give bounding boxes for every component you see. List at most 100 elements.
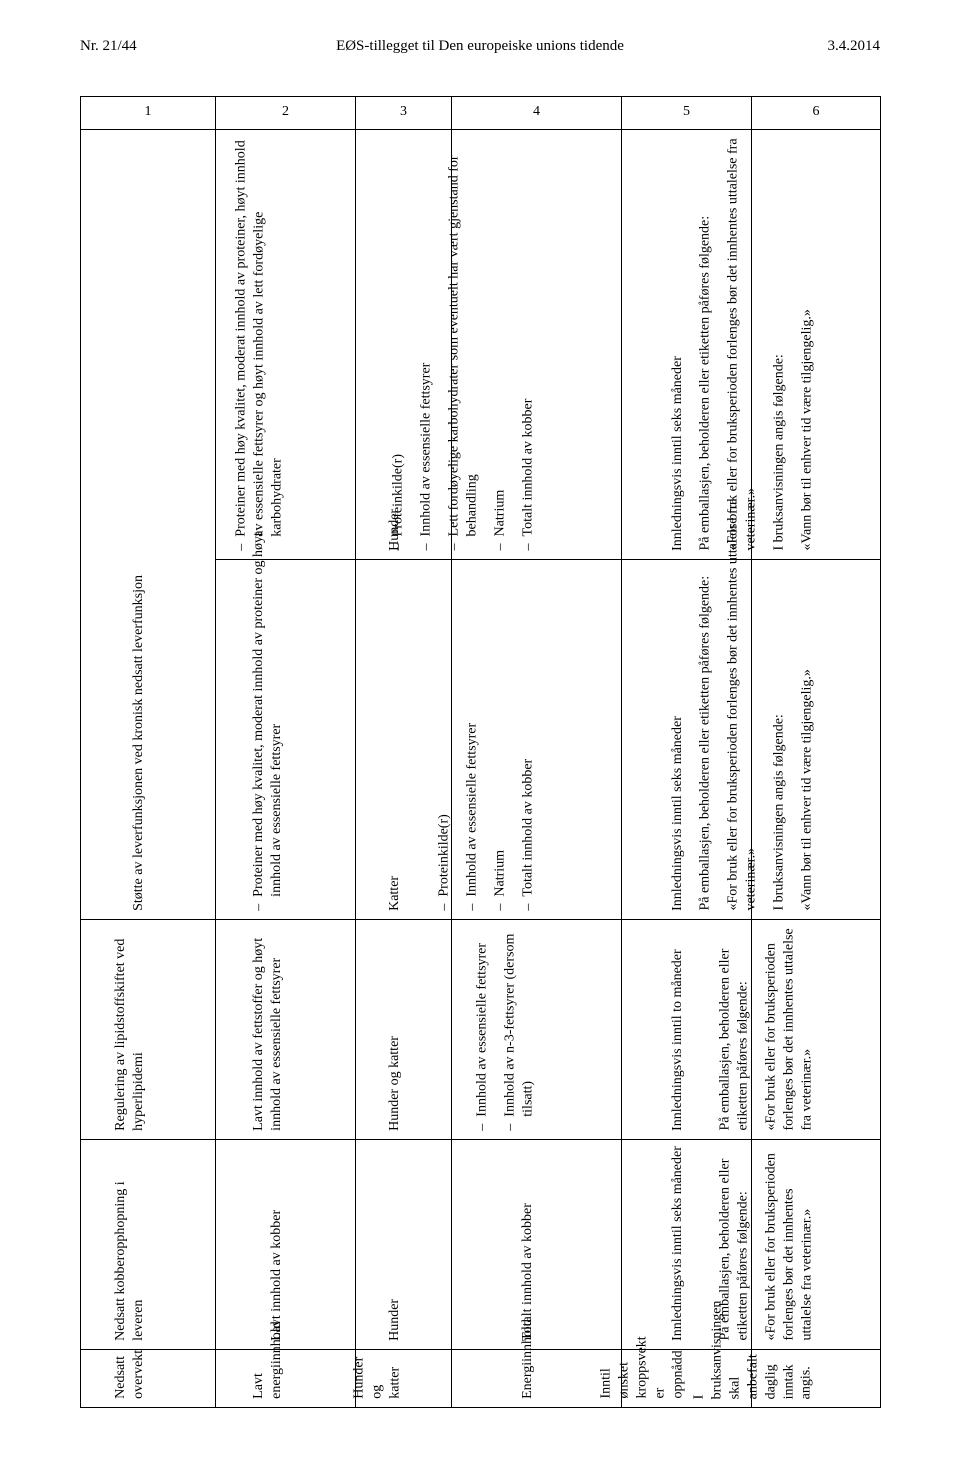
li-text: Lett fordøyelige karbohydrater som event… (446, 156, 479, 537)
li-text: Natrium (492, 850, 507, 897)
c6-para: «For bruk eller for bruksperioden forlen… (724, 493, 760, 911)
dash-icon: – (473, 1124, 491, 1131)
cell-c6: På emballasjen, beholderen eller etikett… (752, 1139, 881, 1349)
cell-c3: Hunder og katter (356, 919, 452, 1139)
c2-text: Lavt innhold av fettstoffer og høyt innh… (250, 923, 286, 1131)
c2-text: Lavt innhold av kobber (268, 1143, 286, 1341)
cell-c4: Energiinnhold (452, 1349, 622, 1407)
c5-text: Innledningsvis inntil seks måneder (669, 493, 687, 911)
page-header: Nr. 21/44 EØS-tillegget til Den europeis… (0, 38, 960, 62)
list-item: –Proteiner med høy kvalitet, moderat inn… (232, 133, 286, 551)
table-row: Regulering av lipidstoffskiftet ved hype… (81, 919, 881, 1139)
c5-text: Inntil ønsket kroppsvekt er oppnådd (597, 1353, 687, 1399)
c1-text: Nedsatt kobberopphopning i leveren (112, 1143, 148, 1341)
list-item: –Lett fordøyelige karbohydrater som even… (445, 133, 481, 551)
cell-c1: Støtte av leverfunksjonen ved kronisk ne… (81, 129, 216, 919)
c3-text: Hunder og katter (386, 923, 404, 1131)
table-header-row: 1 2 3 4 5 6 (81, 97, 881, 130)
dash-icon: – (491, 904, 509, 911)
cell-c1: Regulering av lipidstoffskiftet ved hype… (81, 919, 216, 1139)
dash-icon: – (232, 544, 250, 551)
c2-list: –Proteiner med høy kvalitet, moderat inn… (232, 133, 286, 551)
dash-icon: – (463, 904, 481, 911)
c3-text: Katter (386, 493, 404, 911)
c6-para: «For bruk eller for bruksperioden forlen… (724, 133, 760, 551)
cell-c2: Lavt innhold av kobber (216, 1139, 356, 1349)
c6-para: «For bruk eller for bruksperioden forlen… (762, 923, 816, 1131)
cell-c4: Totalt innhold av kobber (452, 1139, 622, 1349)
col-header-6: 6 (752, 97, 881, 130)
cell-c4: – Innhold av essensielle fettsyrer – Innho… (452, 919, 622, 1139)
list-item: –Totalt innhold av kobber (519, 133, 537, 551)
dash-icon: – (435, 904, 453, 911)
cell-c4: –Proteinkilde(r) –Innhold av essensielle… (452, 559, 622, 919)
c4-list: – Innhold av essensielle fettsyrer – Innho… (473, 923, 537, 1131)
feed-table: 1 2 3 4 5 6 Støtte av leverfunksjonen ve… (80, 96, 881, 1408)
c6-block: På emballasjen, beholderen eller etikett… (716, 1143, 816, 1341)
cell-c1: Nedsatt overvekt (81, 1349, 216, 1407)
header-right: 3.4.2014 (828, 38, 881, 55)
col-header-4: 4 (452, 97, 622, 130)
li-text: Totalt innhold av kobber (520, 759, 535, 897)
list-item: – Innhold av n-3-fettsyrer (dersom tilsat… (501, 923, 537, 1131)
li-text: Innhold av essensielle fettsyrer (418, 363, 433, 537)
c5-text: Innledningsvis inntil seks måneder (669, 133, 687, 551)
c4-text: Totalt innhold av kobber (519, 1143, 537, 1341)
c6-para: «For bruk eller for bruksperioden forlen… (762, 1143, 816, 1341)
page: Nr. 21/44 EØS-tillegget til Den europeis… (0, 0, 960, 1467)
c6-para: «Vann bør til enhver tid være tilgjengel… (798, 493, 816, 911)
list-item: –Natrium (491, 133, 509, 551)
list-item: – Proteiner med høy kvalitet, moderat inn… (250, 493, 286, 911)
cell-c2: Lavt innhold av fettstoffer og høyt innh… (216, 919, 356, 1139)
dash-icon: – (519, 904, 537, 911)
cell-c3: Hunder og katter (356, 1349, 452, 1407)
list-item: – Totalt innhold av kobber (519, 493, 537, 911)
dash-icon: – (250, 904, 268, 911)
cell-c6: På emballasjen, beholderen eller etikett… (752, 559, 881, 919)
c3-text: Hunder (386, 1143, 404, 1341)
cell-c6: På emballasjen, beholderen eller etikett… (752, 919, 881, 1139)
list-item: – Innhold av essensielle fettsyrer (463, 493, 481, 911)
cell-c1: Nedsatt kobberopphopning i leveren (81, 1139, 216, 1349)
c6-block: I bruksanvisningen skal anbefalt daglig … (691, 1353, 816, 1399)
dash-icon: – (417, 544, 435, 551)
c6-para: På emballasjen, beholderen eller etikett… (696, 493, 714, 911)
c6-block: På emballasjen, beholderen eller etikett… (696, 133, 816, 551)
dash-icon: – (501, 1124, 519, 1131)
li-text: Innhold av n-3-fettsyrer (dersom tilsatt… (502, 934, 535, 1117)
cell-c6: I bruksanvisningen skal anbefalt daglig … (752, 1349, 881, 1407)
c1-text: Støtte av leverfunksjonen ved kronisk ne… (130, 111, 148, 911)
c6-para: På emballasjen, beholderen eller etikett… (716, 923, 752, 1131)
col-header-5: 5 (622, 97, 752, 130)
c4-list: –Proteinkilde(r) –Innhold av essensielle… (389, 133, 536, 551)
li-text: Innhold av essensielle fettsyrer (474, 943, 489, 1117)
table-body: Støtte av leverfunksjonen ved kronisk ne… (81, 129, 881, 1407)
c5-text: Innledningsvis inntil seks måneder (669, 1143, 687, 1341)
c6-para: I bruksanvisningen skal anbefalt daglig … (691, 1353, 816, 1399)
list-item: – Natrium (491, 493, 509, 911)
list-item: – Innhold av essensielle fettsyrer (417, 133, 435, 551)
c1-text: Regulering av lipidstoffskiftet ved hype… (112, 923, 148, 1131)
table-row: Nedsatt kobberopphopning i leveren Lavt … (81, 1139, 881, 1349)
col-header-3: 3 (356, 97, 452, 130)
c3-text: Hunder og katter (350, 1353, 404, 1399)
li-text: Innhold av essensielle fettsyrer (464, 723, 479, 897)
cell-c3: Hunder (356, 1139, 452, 1349)
col-header-2: 2 (216, 97, 356, 130)
c6-block: På emballasjen, beholderen eller etikett… (696, 493, 816, 911)
c2-list: – Proteiner med høy kvalitet, moderat inn… (250, 493, 286, 911)
c4-text: Energiinnhold (519, 1353, 537, 1399)
c6-para: På emballasjen, beholderen eller etikett… (696, 133, 714, 551)
header-center: EØS-tillegget til Den europeiske unions … (0, 38, 960, 55)
list-item: –Proteinkilde(r) (435, 493, 453, 911)
c6-para: «Vann bør til enhver tid være tilgjengel… (798, 133, 816, 551)
c1-text: Nedsatt overvekt (112, 1353, 148, 1399)
c5-text: Innledningsvis inntil to måneder (669, 923, 687, 1131)
list-item: – Innhold av essensielle fettsyrer (473, 923, 491, 1131)
col-header-1: 1 (81, 97, 216, 130)
li-text: Proteiner med høy kvalitet, moderat innh… (251, 532, 284, 897)
c6-para: I bruksanvisningen angis følgende: (770, 493, 788, 911)
c6-block: På emballasjen, beholderen eller etikett… (716, 923, 816, 1131)
c6-para: I bruksanvisningen angis følgende: (770, 133, 788, 551)
cell-c2: –Proteiner med høy kvalitet, moderat inn… (216, 559, 356, 919)
